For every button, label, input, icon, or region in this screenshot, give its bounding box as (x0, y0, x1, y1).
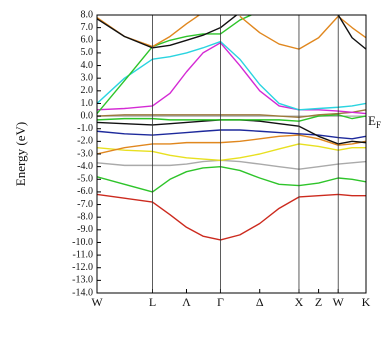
y-tick-label: 0.0 (81, 110, 94, 121)
y-tick-label: -8.0 (77, 211, 93, 222)
x-tick-label: Z (315, 295, 322, 309)
y-tick-label: -13.0 (72, 275, 93, 286)
band-line (97, 165, 366, 193)
y-tick-label: -2.0 (77, 136, 93, 147)
y-tick-label: 6.0 (81, 35, 94, 46)
band-line (97, 42, 366, 115)
x-tick-label: K (362, 295, 371, 309)
y-tick-label: -6.0 (77, 186, 93, 197)
x-tick-label: W (333, 295, 345, 309)
x-tick-label: Δ (256, 295, 264, 309)
band-line (97, 119, 366, 145)
y-tick-label: 3.0 (81, 72, 94, 83)
band-line (97, 40, 366, 111)
band-line (97, 193, 366, 241)
y-tick-label: -14.0 (72, 287, 93, 298)
y-tick-label: -11.0 (73, 249, 93, 260)
y-axis-label: Energy (eV) (13, 122, 28, 186)
y-tick-label: -3.0 (77, 148, 93, 159)
y-tick-label: 5.0 (81, 47, 94, 58)
fermi-label-sub: F (376, 120, 381, 130)
y-tick-label: 2.0 (81, 85, 94, 96)
y-tick-label: 7.0 (81, 22, 94, 33)
y-tick-label: 4.0 (81, 60, 94, 71)
y-tick-label: -4.0 (77, 161, 93, 172)
band-line (97, 143, 366, 162)
y-tick-label: -7.0 (77, 199, 93, 210)
y-tick-label: -10.0 (72, 237, 93, 248)
x-tick-label: Γ (217, 295, 224, 309)
band-line (97, 114, 366, 122)
fermi-label-main: E (368, 113, 376, 128)
band-line (97, 15, 253, 115)
x-tick-label: L (149, 295, 156, 309)
plot-area (97, 15, 366, 241)
y-tick-label: -1.0 (77, 123, 93, 134)
y-tick-label: 1.0 (81, 98, 94, 109)
x-tick-label: W (91, 295, 103, 309)
x-tick-label: Λ (182, 295, 191, 309)
x-tick-label: X (295, 295, 304, 309)
y-tick-label: 8.0 (81, 9, 94, 20)
band-line (97, 109, 366, 119)
y-tick-label: -9.0 (77, 224, 93, 235)
fermi-label: EF (368, 113, 381, 130)
y-tick-label: -12.0 (72, 262, 93, 273)
band-line (97, 134, 366, 155)
plot-frame (96, 14, 367, 294)
band-line (97, 15, 366, 50)
band-line (97, 129, 366, 140)
y-tick-label: -5.0 (77, 174, 93, 185)
band-line (97, 15, 366, 50)
band-line (97, 159, 366, 170)
